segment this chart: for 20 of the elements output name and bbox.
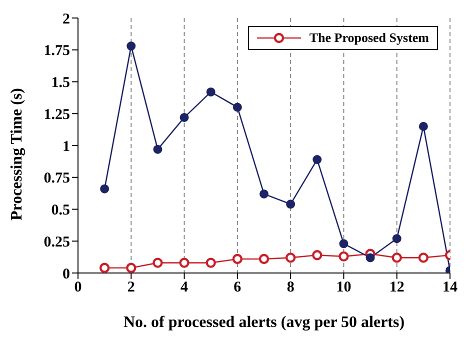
y-tick-label: 0 [62, 266, 70, 282]
y-tick-label: 0.75 [44, 170, 70, 187]
x-tick-label: 2 [127, 280, 135, 296]
x-tick-label: 8 [286, 280, 294, 296]
legend-label: The Proposed System [309, 30, 429, 46]
x-tick-label: 6 [234, 280, 242, 296]
y-axis-title: Processing Time (s) [8, 88, 26, 220]
x-tick-label: 12 [389, 280, 404, 296]
y-tick-label: 0.25 [44, 234, 70, 250]
y-tick-label: 1.5 [51, 75, 70, 92]
y-tick-label: 1 [62, 138, 70, 155]
x-tick-label: 14 [442, 280, 458, 296]
x-tick-label: 4 [180, 280, 189, 296]
x-axis-title: No. of processed alerts (avg per 50 alerts) [123, 314, 405, 331]
y-tick-label: 1.25 [44, 106, 70, 123]
y-tick-label: 2 [62, 11, 70, 28]
x-tick-label: 10 [336, 280, 352, 296]
y-tick-label: 1.75 [44, 43, 70, 60]
y-tick-label: 0.5 [51, 202, 70, 219]
x-tick-label: 0 [74, 280, 82, 296]
